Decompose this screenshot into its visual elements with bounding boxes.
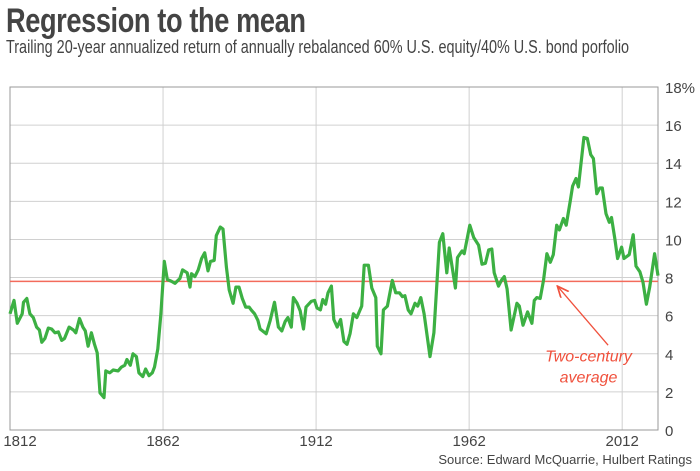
y-tick-label: 0	[665, 423, 673, 440]
x-axis-ticks: 1812 1862 1912 1962 2012	[3, 433, 639, 450]
x-tick-label: 1912	[299, 433, 332, 450]
x-tick-label: 2012	[605, 433, 638, 450]
y-tick-label: 14	[665, 156, 682, 173]
x-tick-label: 1862	[146, 433, 179, 450]
y-tick-label: 10	[665, 232, 682, 249]
y-tick-label: 12	[665, 194, 682, 211]
series-line	[8, 135, 660, 400]
y-tick-label: 16	[665, 118, 682, 135]
y-tick-label: 18%	[665, 80, 695, 97]
chart-title: Regression to the mean	[6, 2, 306, 40]
grid	[9, 86, 659, 431]
y-axis-ticks: 0 2 4 6 8 10 12 14 16 18%	[665, 80, 695, 440]
y-tick-label: 2	[665, 385, 673, 402]
y-tick-label: 8	[665, 271, 673, 288]
x-tick-label: 1812	[3, 433, 36, 450]
x-tick-label: 1962	[452, 433, 485, 450]
plot-frame	[9, 86, 659, 431]
source-note: Source: Edward McQuarrie, Hulbert Rating…	[438, 452, 692, 467]
annotation-arrow	[558, 287, 609, 346]
annotation-label-line1: Two-century	[545, 348, 633, 365]
y-tick-label: 4	[665, 347, 673, 364]
chart-subtitle: Trailing 20-year annualized return of an…	[6, 37, 630, 57]
annotation-label-line2: average	[560, 369, 618, 386]
y-tick-label: 6	[665, 309, 673, 326]
